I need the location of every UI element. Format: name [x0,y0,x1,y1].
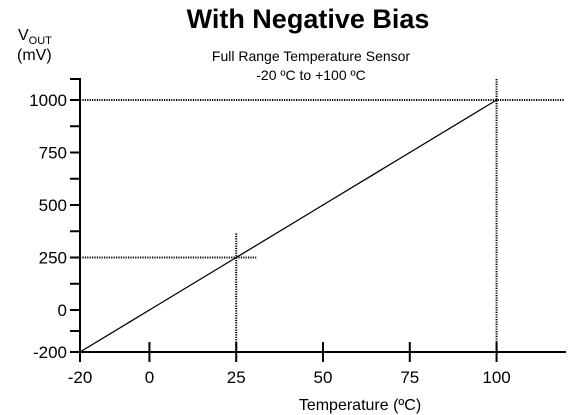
y-axis-label-subscript: OUT [29,35,53,47]
x-tick-label: -20 [68,368,93,387]
axes [79,78,566,353]
x-axis-label: Temperature (ºC) [299,397,421,414]
series-point [148,309,151,311]
y-tick-label: 750 [39,144,67,163]
x-tick-label: 50 [314,368,333,387]
y-axis-label-main: V [18,27,29,44]
series-point [495,99,498,101]
y-tick-label: 0 [58,301,67,320]
x-tick-label: 25 [227,368,246,387]
chart-subtitle-line-2: -20 ºC to +100 ºC [256,67,365,83]
x-tick-label: 100 [482,368,510,387]
y-axis-unit: (mV) [17,47,52,64]
reference-lines [80,79,564,352]
series-point [408,151,411,154]
y-axis-label: VOUT [18,27,52,47]
x-tick-label: 0 [145,368,154,387]
chart-title: With Negative Bias [187,4,430,34]
y-tick-label: -200 [33,343,67,362]
series-line [79,99,497,353]
y-tick-label: 500 [39,196,67,215]
series-point [235,256,238,259]
x-tick-label: 75 [400,368,419,387]
series [79,99,498,353]
y-tick-label: 1000 [29,91,67,110]
series-point [322,204,324,206]
y-tick-label: 250 [39,249,67,268]
chart-subtitle-line-1: Full Range Temperature Sensor [212,48,411,64]
